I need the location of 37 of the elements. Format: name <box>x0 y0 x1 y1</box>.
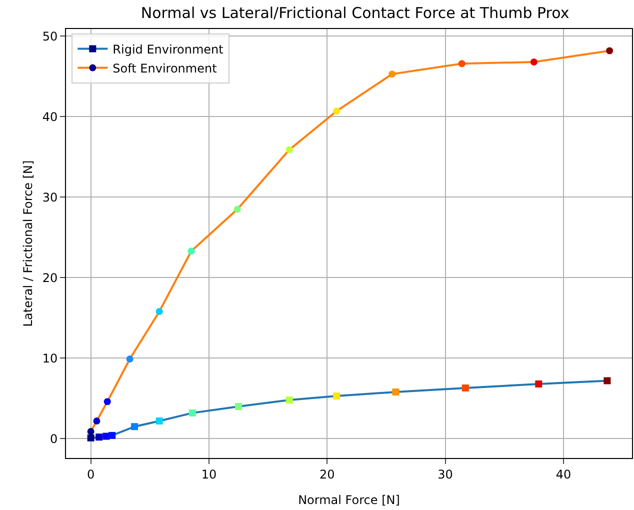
point <box>535 380 542 388</box>
x-tick-label: 10 <box>201 467 217 482</box>
y-tick-label: 0 <box>50 432 58 446</box>
x-tick-label: 0 <box>86 467 95 482</box>
x-tick-label: 20 <box>320 467 335 482</box>
point <box>530 58 538 66</box>
point <box>96 434 103 441</box>
legend-label: Rigid Environment <box>112 42 224 56</box>
point <box>234 206 241 213</box>
legend-label: Soft Environment <box>112 61 218 76</box>
point <box>286 396 293 404</box>
point <box>188 248 195 255</box>
point <box>156 417 163 424</box>
x-tick-label: 30 <box>438 467 453 482</box>
point <box>156 308 163 316</box>
point <box>235 402 242 410</box>
point <box>93 417 100 424</box>
point <box>462 384 469 392</box>
point <box>286 146 293 154</box>
point <box>458 60 466 68</box>
point <box>108 432 116 439</box>
point <box>188 409 196 416</box>
y-tick-label: 50 <box>42 29 58 44</box>
y-tick-label: 20 <box>42 270 58 285</box>
point <box>392 388 400 396</box>
y-tick-label: 10 <box>42 351 58 366</box>
chart-title: Normal vs Lateral/Frictional Contact Force at Thumb Prox <box>140 4 570 22</box>
y-axis-title: Lateral / Frictional Force [N] <box>21 160 35 327</box>
point <box>87 428 94 435</box>
point <box>126 356 134 362</box>
y-tick-label: 30 <box>42 190 58 204</box>
x-axis-title: Normal Force [N] <box>298 493 400 507</box>
point <box>131 423 138 430</box>
x-tick-label: 40 <box>556 467 572 482</box>
y-tick-label: 40 <box>42 110 58 124</box>
point <box>87 434 94 442</box>
point <box>388 70 396 78</box>
